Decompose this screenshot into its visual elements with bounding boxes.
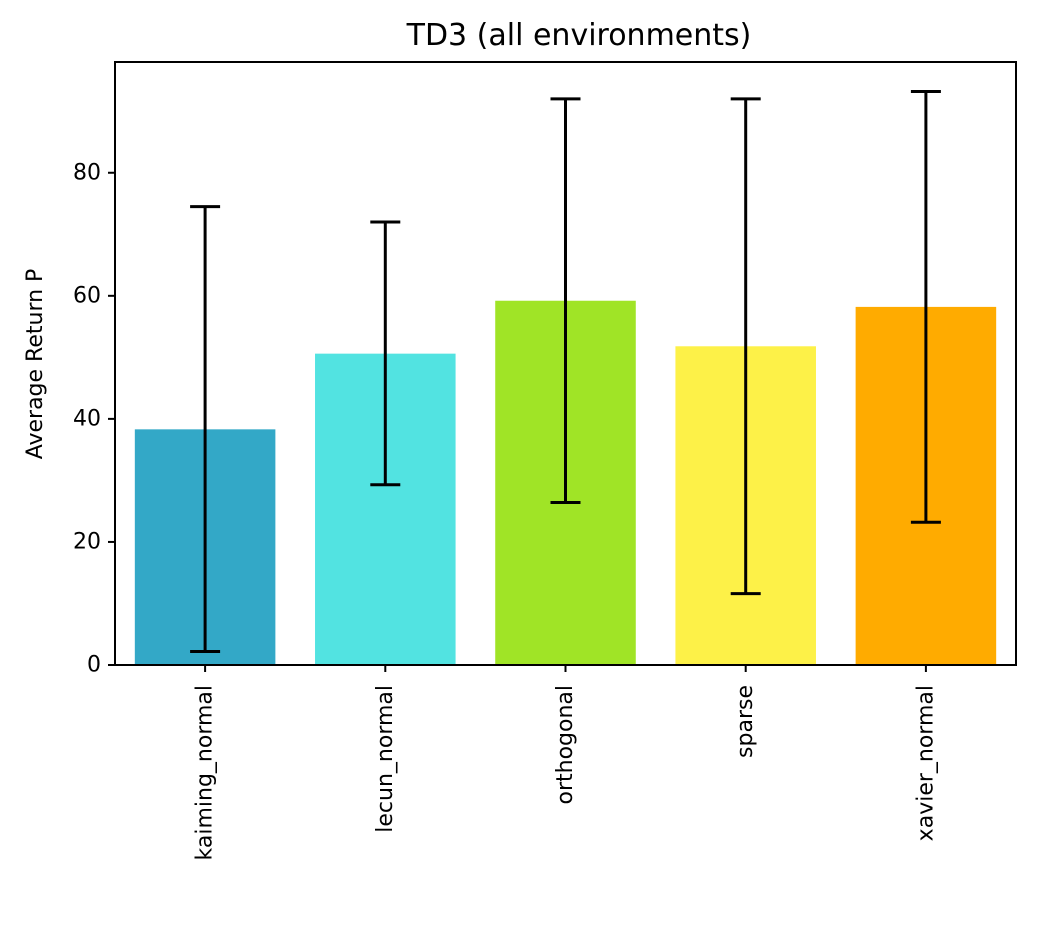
y-axis-label: Average Return P bbox=[23, 269, 48, 460]
x-tick-label-xavier_normal: xavier_normal bbox=[913, 685, 938, 841]
chart-title: TD3 (all environments) bbox=[406, 18, 752, 53]
y-axis: 0 20 40 60 80 bbox=[73, 160, 115, 678]
y-tick-label-80: 80 bbox=[73, 160, 101, 185]
x-tick-label-orthogonal: orthogonal bbox=[553, 685, 578, 805]
x-tick-label-lecun_normal: lecun_normal bbox=[373, 685, 398, 833]
plot-frame bbox=[114, 61, 1017, 666]
x-axis: kaiming_normal lecun_normal orthogonal spar… bbox=[193, 665, 938, 860]
y-tick-label-0: 0 bbox=[87, 653, 101, 678]
x-tick-label-sparse: sparse bbox=[733, 685, 758, 758]
error-bars-layer bbox=[190, 90, 941, 653]
y-tick-label-40: 40 bbox=[73, 406, 101, 431]
x-tick-label-kaiming_normal: kaiming_normal bbox=[193, 685, 218, 860]
y-tick-label-20: 20 bbox=[73, 529, 101, 554]
y-tick-label-60: 60 bbox=[73, 283, 101, 308]
